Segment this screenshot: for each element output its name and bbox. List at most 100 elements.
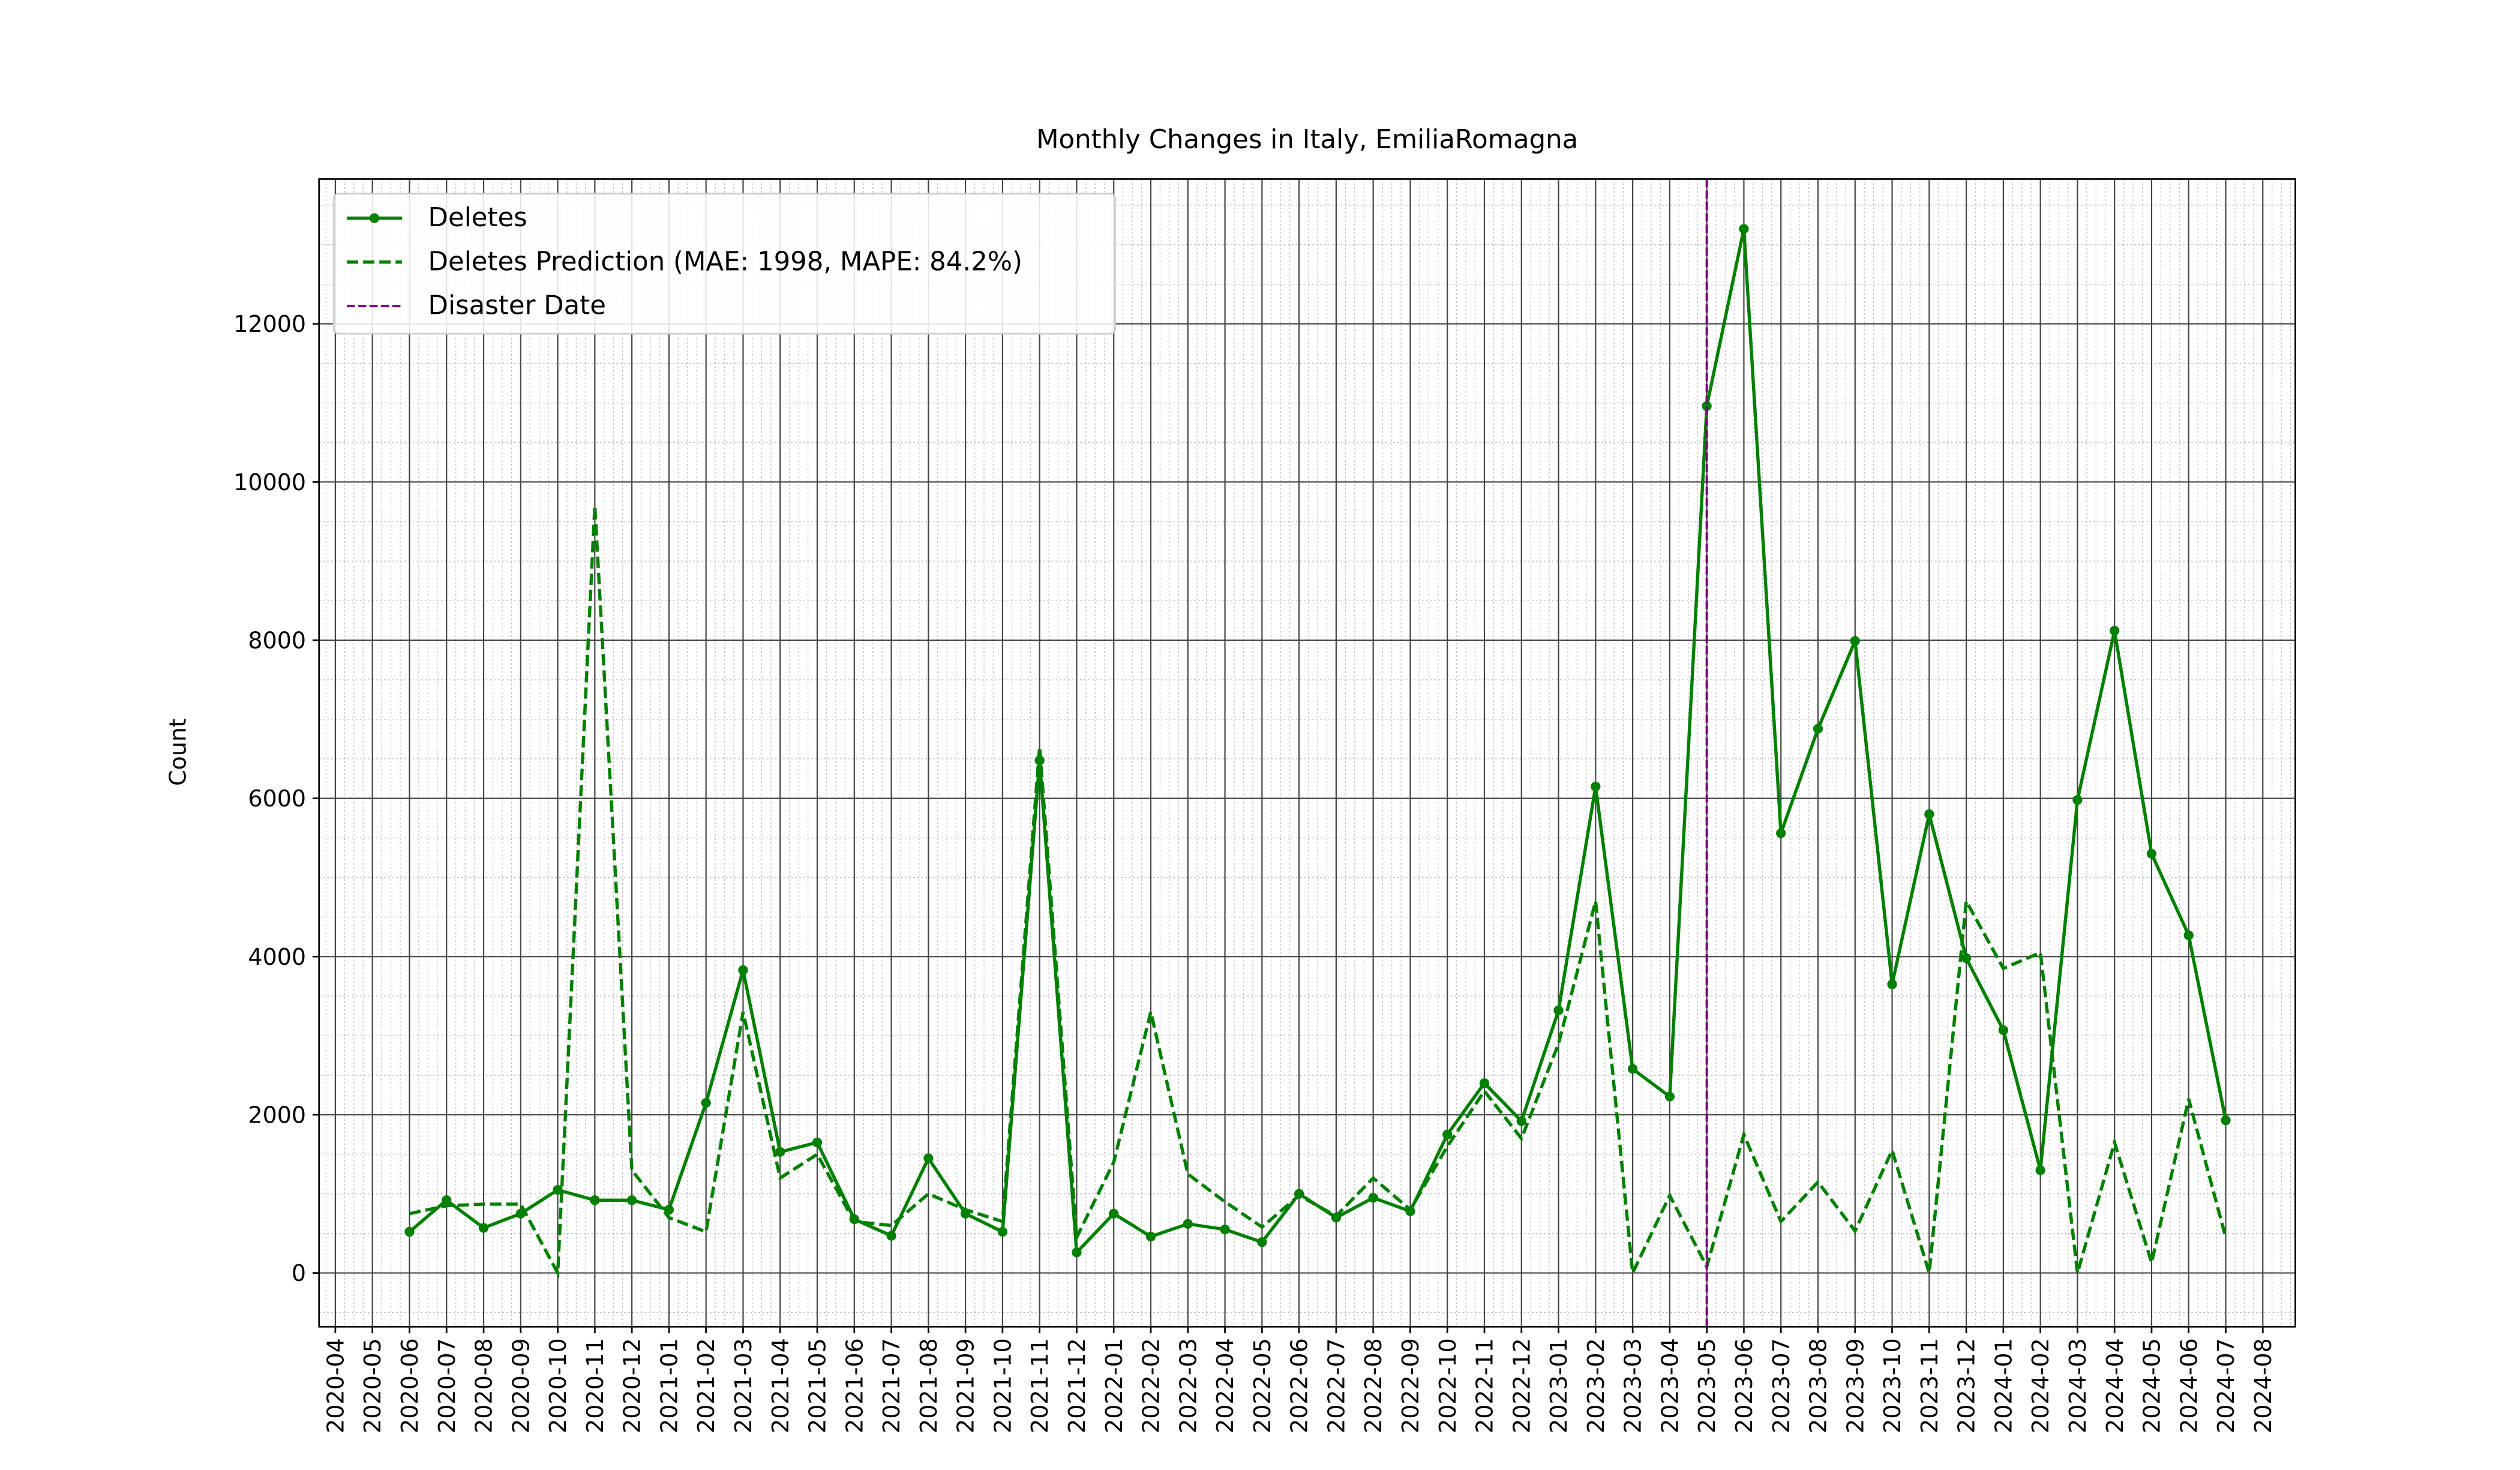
x-tick-label: 2021-01 (656, 1338, 682, 1433)
point (404, 1226, 415, 1237)
x-tick-label: 2020-09 (508, 1338, 534, 1433)
x-tick-label: 2022-03 (1175, 1338, 1201, 1433)
point (1220, 1224, 1230, 1235)
x-tick-label: 2022-12 (1508, 1338, 1535, 1433)
point (1961, 953, 1972, 964)
point (2183, 930, 2194, 940)
x-tick-label: 2022-02 (1138, 1338, 1165, 1433)
point (442, 1195, 452, 1205)
legend-label: Deletes Prediction (MAE: 1998, MAPE: 84.… (428, 247, 1022, 277)
y-tick-label: 4000 (248, 944, 306, 970)
x-tick-label: 2021-09 (953, 1338, 979, 1433)
x-tick-label: 2022-01 (1101, 1338, 1127, 1433)
x-tick-label: 2024-02 (2027, 1338, 2054, 1433)
x-tick-label: 2022-11 (1472, 1338, 1498, 1433)
x-tick-label: 2023-06 (1731, 1338, 1757, 1433)
point (1442, 1129, 1453, 1140)
series-line (409, 505, 2228, 1279)
x-tick-label: 2021-07 (878, 1338, 905, 1433)
point (1664, 1091, 1675, 1102)
x-tick-label: 2024-04 (2102, 1338, 2128, 1433)
legend-box (332, 193, 1116, 335)
point (1072, 1247, 1082, 1258)
point (1887, 979, 1897, 989)
y-tick-label: 12000 (233, 311, 306, 337)
x-tick-label: 2021-05 (805, 1338, 831, 1433)
x-tick-label: 2020-11 (582, 1338, 608, 1433)
x-tick-label: 2021-11 (1027, 1338, 1053, 1433)
x-tick-label: 2023-04 (1657, 1338, 1683, 1433)
point (626, 1195, 637, 1205)
point (812, 1137, 823, 1148)
y-tick-label: 10000 (233, 469, 306, 496)
point (2035, 1165, 2045, 1175)
x-tick-label: 2024-07 (2213, 1338, 2239, 1433)
point (1813, 724, 1823, 734)
x-tick-label: 2022-04 (1212, 1338, 1238, 1433)
x-tick-label: 2023-02 (1583, 1338, 1609, 1433)
x-tick-label: 2021-04 (767, 1338, 794, 1433)
plot-frame (318, 178, 2296, 1328)
point (886, 1231, 896, 1241)
point (1702, 401, 1712, 411)
x-tick-label: 2023-11 (1916, 1338, 1943, 1433)
point (1257, 1237, 1267, 1247)
x-tick-label: 2022-07 (1323, 1338, 1349, 1433)
x-tick-label: 2020-05 (359, 1338, 386, 1433)
point (590, 1195, 600, 1205)
x-tick-label: 2023-05 (1694, 1338, 1720, 1433)
x-tick-label: 2021-10 (989, 1338, 1016, 1433)
chart-title: Monthly Changes in Italy, EmiliaRomagna (1036, 125, 1578, 155)
x-tick-label: 2023-08 (1805, 1338, 1832, 1433)
x-tick-label: 2023-01 (1546, 1338, 1572, 1433)
x-tick-label: 2021-02 (693, 1338, 719, 1433)
x-tick-label: 2020-04 (322, 1338, 349, 1433)
legend-marker (369, 213, 380, 223)
point (2221, 1115, 2231, 1126)
point (1145, 1231, 1156, 1242)
x-tick-label: 2023-09 (1842, 1338, 1868, 1433)
legend-label: Disaster Date (428, 291, 606, 321)
x-tick-label: 2021-06 (841, 1338, 868, 1433)
x-tick-label: 2022-08 (1360, 1338, 1387, 1433)
point (1183, 1219, 1193, 1229)
point (478, 1223, 489, 1233)
y-tick-label: 0 (292, 1260, 306, 1286)
legend-label: Deletes (428, 203, 527, 233)
point (997, 1226, 1008, 1237)
point (1591, 781, 1601, 792)
y-axis-label: Count (164, 718, 191, 786)
point (1109, 1208, 1119, 1219)
x-tick-label: 2024-08 (2250, 1338, 2276, 1433)
x-tick-label: 2020-06 (397, 1338, 423, 1433)
x-tick-label: 2021-03 (730, 1338, 757, 1433)
x-tick-label: 2023-07 (1768, 1338, 1795, 1433)
x-tick-label: 2023-10 (1879, 1338, 1906, 1433)
x-tick-label: 2024-03 (2065, 1338, 2091, 1433)
y-tick-label: 8000 (248, 628, 306, 654)
x-tick-label: 2024-06 (2176, 1338, 2202, 1433)
x-tick-label: 2020-08 (471, 1338, 497, 1433)
point (923, 1153, 934, 1163)
x-tick-label: 2021-08 (916, 1338, 942, 1433)
point (701, 1098, 711, 1108)
point (1553, 1005, 1564, 1016)
x-tick-label: 2024-05 (2139, 1338, 2165, 1433)
point (2146, 848, 2157, 859)
x-tick-label: 2024-01 (1990, 1338, 2017, 1433)
point (1776, 828, 1786, 838)
point (1924, 809, 1934, 820)
series-line (408, 228, 2228, 1256)
point (1627, 1064, 1638, 1074)
point (738, 965, 748, 975)
x-tick-label: 2021-12 (1064, 1338, 1090, 1433)
x-tick-label: 2022-10 (1435, 1338, 1461, 1433)
point (2072, 795, 2083, 805)
x-tick-label: 2023-03 (1620, 1338, 1646, 1433)
x-tick-label: 2020-07 (434, 1338, 460, 1433)
point (1739, 224, 1749, 234)
x-tick-label: 2022-05 (1249, 1338, 1276, 1433)
point (1479, 1078, 1490, 1088)
x-tick-label: 2022-06 (1286, 1338, 1313, 1433)
x-tick-label: 2023-12 (1954, 1338, 1980, 1433)
